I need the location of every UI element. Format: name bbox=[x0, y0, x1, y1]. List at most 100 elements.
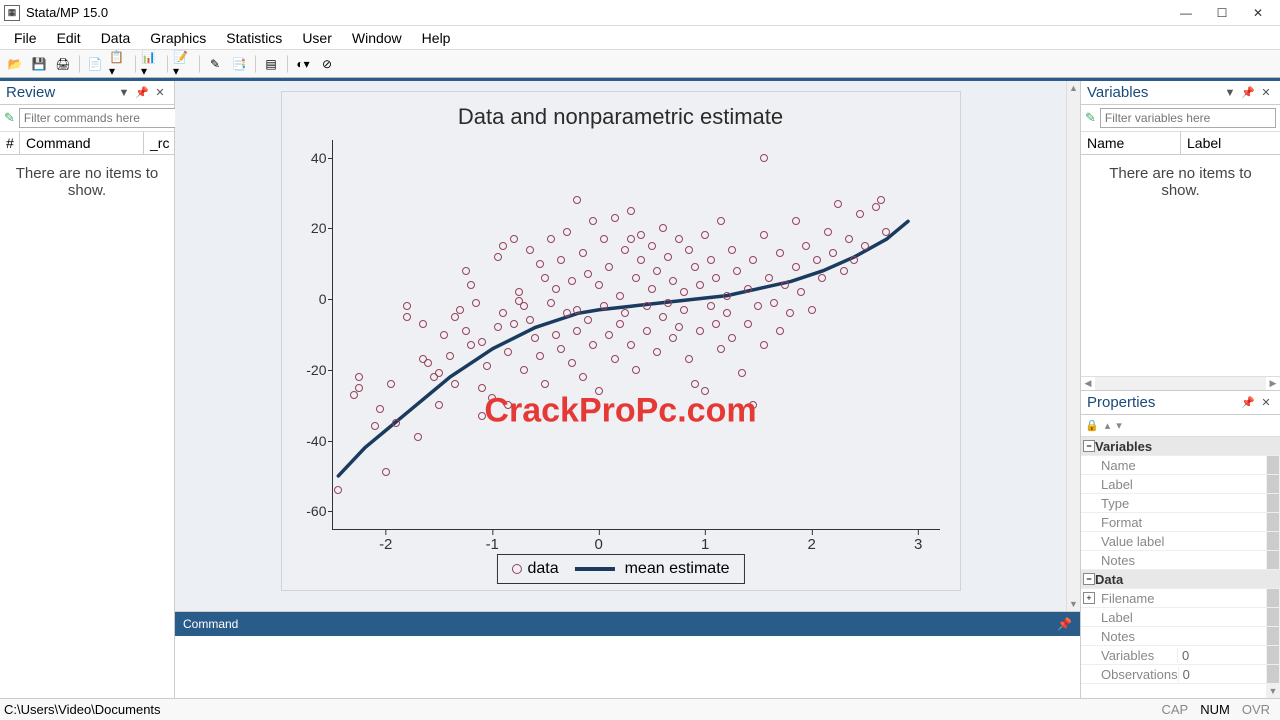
data-point bbox=[760, 231, 768, 239]
prop-row[interactable]: Observations0 bbox=[1081, 665, 1280, 684]
col-num[interactable]: # bbox=[0, 132, 20, 154]
data-point bbox=[403, 302, 411, 310]
col-rc[interactable]: _rc bbox=[144, 132, 174, 154]
xtick: 2 bbox=[808, 536, 816, 553]
col-name[interactable]: Name bbox=[1081, 132, 1181, 154]
data-point bbox=[488, 394, 496, 402]
pin-icon[interactable]: 📌 bbox=[1240, 85, 1256, 101]
print-icon[interactable]: 🖨 bbox=[52, 54, 74, 74]
status-num: NUM bbox=[1194, 702, 1236, 717]
close-pane-icon[interactable]: ✕ bbox=[1258, 395, 1274, 411]
close-button[interactable]: ✕ bbox=[1240, 2, 1276, 24]
data-point bbox=[584, 316, 592, 324]
data-point bbox=[653, 348, 661, 356]
results-scrollbar[interactable]: ▲▼ bbox=[1066, 81, 1080, 611]
review-pane: Review ▼ 📌 ✕ ✎ i # Command _rc There are… bbox=[0, 81, 175, 698]
variables-hscrollbar[interactable]: ◀▶ bbox=[1081, 376, 1280, 390]
data-point bbox=[376, 405, 384, 413]
command-input[interactable] bbox=[175, 636, 1080, 698]
data-point bbox=[435, 401, 443, 409]
menu-user[interactable]: User bbox=[292, 28, 342, 48]
command-pin-icon[interactable]: 📌 bbox=[1057, 617, 1072, 631]
prop-row[interactable]: Notes bbox=[1081, 551, 1280, 570]
maximize-button[interactable]: ☐ bbox=[1204, 2, 1240, 24]
prop-row[interactable]: Label bbox=[1081, 608, 1280, 627]
data-point bbox=[446, 352, 454, 360]
separator bbox=[286, 55, 288, 73]
review-columns: # Command _rc bbox=[0, 132, 174, 155]
separator bbox=[78, 55, 80, 73]
prop-row[interactable]: Value label bbox=[1081, 532, 1280, 551]
separator bbox=[134, 55, 136, 73]
viewer-icon[interactable]: 📋▾ bbox=[108, 54, 130, 74]
data-point bbox=[643, 327, 651, 335]
data-point bbox=[462, 327, 470, 335]
data-point bbox=[707, 302, 715, 310]
data-point bbox=[776, 249, 784, 257]
data-point bbox=[797, 288, 805, 296]
review-header: Review ▼ 📌 ✕ bbox=[0, 81, 174, 105]
pin-icon[interactable]: 📌 bbox=[134, 85, 150, 101]
nav-prev-icon[interactable]: ▴ bbox=[1105, 419, 1111, 432]
save-icon[interactable]: 💾 bbox=[28, 54, 50, 74]
data-point bbox=[494, 323, 502, 331]
prop-group[interactable]: −Data bbox=[1081, 570, 1280, 589]
data-point bbox=[419, 320, 427, 328]
prop-row[interactable]: Label bbox=[1081, 475, 1280, 494]
properties-header: Properties 📌 ✕ bbox=[1081, 391, 1280, 415]
close-pane-icon[interactable]: ✕ bbox=[152, 85, 168, 101]
command-bar: Command 📌 bbox=[175, 612, 1080, 636]
close-pane-icon[interactable]: ✕ bbox=[1258, 85, 1274, 101]
data-point bbox=[440, 331, 448, 339]
xtick: 3 bbox=[914, 536, 922, 553]
menu-edit[interactable]: Edit bbox=[47, 28, 91, 48]
variables-filter-input[interactable] bbox=[1100, 108, 1276, 128]
prop-row[interactable]: Format bbox=[1081, 513, 1280, 532]
menu-statistics[interactable]: Statistics bbox=[216, 28, 292, 48]
break-icon[interactable]: ⊘ bbox=[316, 54, 338, 74]
filter-icon[interactable]: ▼ bbox=[116, 85, 132, 101]
data-point bbox=[579, 373, 587, 381]
nav-next-icon[interactable]: ▾ bbox=[1116, 419, 1122, 432]
lock-icon[interactable]: 🔒 bbox=[1085, 419, 1099, 432]
minimize-button[interactable]: ― bbox=[1168, 2, 1204, 24]
prop-row[interactable]: Notes bbox=[1081, 627, 1280, 646]
data-point bbox=[680, 288, 688, 296]
prop-row[interactable]: Variables0 bbox=[1081, 646, 1280, 665]
data-point bbox=[760, 154, 768, 162]
pin-icon[interactable]: 📌 bbox=[1240, 395, 1256, 411]
data-point bbox=[616, 320, 624, 328]
log-icon[interactable]: 📄 bbox=[84, 54, 106, 74]
prop-row[interactable]: Type bbox=[1081, 494, 1280, 513]
col-command[interactable]: Command bbox=[20, 132, 144, 154]
menu-file[interactable]: File bbox=[4, 28, 47, 48]
wand-icon[interactable]: ✎ bbox=[1085, 110, 1096, 126]
do-file-icon[interactable]: 📝▾ bbox=[172, 54, 194, 74]
col-label[interactable]: Label bbox=[1181, 132, 1280, 154]
data-browser-icon[interactable]: 📑 bbox=[228, 54, 250, 74]
continue-icon[interactable]: ◐▾ bbox=[292, 54, 314, 74]
menu-graphics[interactable]: Graphics bbox=[140, 28, 216, 48]
data-point bbox=[627, 341, 635, 349]
menu-data[interactable]: Data bbox=[91, 28, 141, 48]
menu-help[interactable]: Help bbox=[412, 28, 461, 48]
prop-row[interactable]: +Filename bbox=[1081, 589, 1280, 608]
data-point bbox=[632, 366, 640, 374]
data-editor-icon[interactable]: ✎ bbox=[204, 54, 226, 74]
menu-window[interactable]: Window bbox=[342, 28, 412, 48]
prop-group[interactable]: −Variables bbox=[1081, 437, 1280, 456]
prop-row[interactable]: Name bbox=[1081, 456, 1280, 475]
graph-icon[interactable]: 📊▾ bbox=[140, 54, 162, 74]
chart-plot: -60-40-2002040-2-10123x bbox=[332, 140, 940, 530]
filter-icon[interactable]: ▼ bbox=[1222, 85, 1238, 101]
variables-header: Variables ▼ 📌 ✕ bbox=[1081, 81, 1280, 105]
open-icon[interactable]: 📂 bbox=[4, 54, 26, 74]
variables-manager-icon[interactable]: ▤ bbox=[260, 54, 282, 74]
review-filter-input[interactable] bbox=[19, 108, 184, 128]
data-point bbox=[600, 302, 608, 310]
ytick: 0 bbox=[293, 291, 327, 307]
wand-icon[interactable]: ✎ bbox=[4, 110, 15, 126]
data-point bbox=[462, 267, 470, 275]
chart-curve bbox=[333, 140, 940, 529]
status-path: C:\Users\Video\Documents bbox=[4, 702, 1155, 717]
